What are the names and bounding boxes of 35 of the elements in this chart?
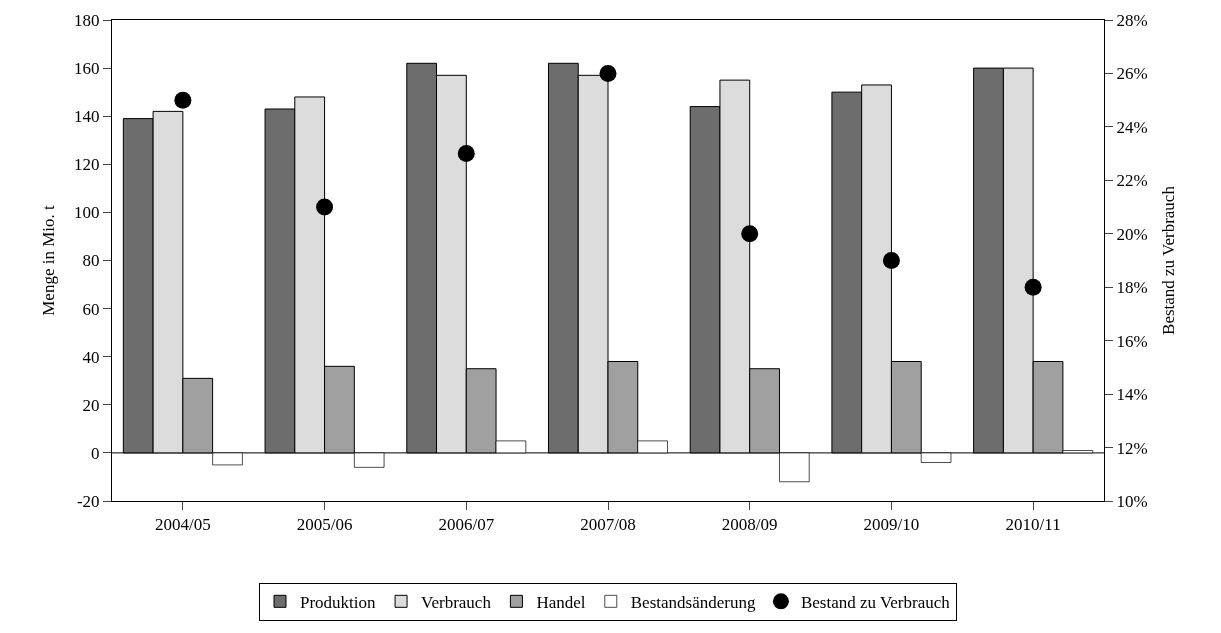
y2-tick-label: 22% — [1116, 171, 1148, 191]
legend-label: Handel — [536, 592, 586, 612]
x-tick-label: 2004/05 — [154, 515, 211, 535]
x-tick-label: 2009/10 — [863, 515, 920, 535]
y-tick-label: 180 — [74, 10, 100, 30]
y-tick-label: -20 — [76, 491, 100, 511]
y2-tick-label: 26% — [1116, 64, 1148, 84]
x-tick-label: 2006/07 — [438, 515, 495, 535]
y-tick-label: 140 — [74, 107, 100, 127]
y2-tick-label: 12% — [1116, 438, 1148, 458]
x-tick-label: 2005/06 — [296, 515, 353, 535]
y-tick-label: 80 — [82, 251, 100, 271]
legend-label: Bestandsänderung — [630, 592, 756, 612]
y-axis-title: Menge in Mio. t — [38, 204, 58, 316]
y2-tick-label: 14% — [1116, 385, 1148, 405]
y-tick-label: 40 — [82, 347, 100, 367]
y2-tick-label: 16% — [1116, 331, 1148, 351]
y2-tick-label: 20% — [1116, 224, 1148, 244]
y-tick-label: 120 — [74, 155, 100, 175]
y2-tick-label: 28% — [1116, 10, 1148, 30]
legend-label: Bestand zu Verbrauch — [800, 592, 951, 612]
y-tick-label: 60 — [82, 299, 100, 319]
x-tick-label: 2010/11 — [1005, 515, 1061, 535]
x-tick-label: 2007/08 — [580, 515, 636, 535]
y2-tick-label: 24% — [1116, 117, 1148, 137]
y2-tick-label: 10% — [1116, 491, 1148, 511]
legend-label: Produktion — [300, 592, 377, 612]
y-tick-label: 0 — [91, 443, 100, 463]
legend-label: Verbrauch — [421, 592, 492, 612]
y-tick-label: 100 — [74, 203, 100, 223]
x-tick-label: 2008/09 — [721, 515, 778, 535]
y2-tick-label: 18% — [1116, 278, 1148, 298]
y2-axis-title: Bestand zu Verbrauch — [1158, 185, 1178, 335]
y-tick-label: 160 — [74, 59, 100, 79]
y-tick-label: 20 — [82, 395, 100, 415]
